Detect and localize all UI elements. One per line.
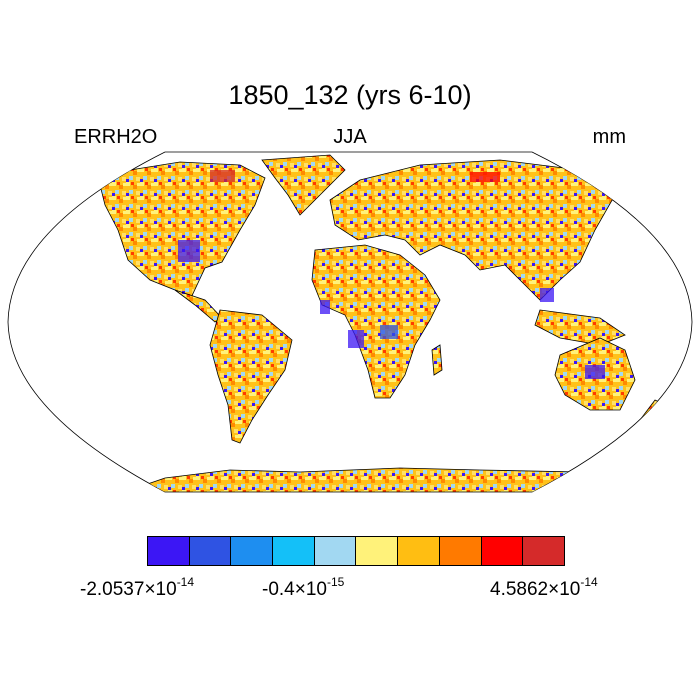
colorbar-label-mid: -0.4×10-15 <box>262 575 345 600</box>
colorbar-label-max: 4.5862×10-14 <box>490 575 598 600</box>
colorbar-label-min: -2.0537×10-14 <box>80 575 195 600</box>
colorbar-swatch-1 <box>188 536 232 566</box>
colorbar-swatch-7 <box>438 536 482 566</box>
colorbar-swatch-2 <box>230 536 274 566</box>
greenland <box>261 154 346 216</box>
antarctica <box>129 467 581 492</box>
colorbar-swatch-8 <box>480 536 524 566</box>
season-label: JJA <box>333 126 367 148</box>
colorbar-swatch-4 <box>313 536 357 566</box>
eurasia <box>329 159 616 301</box>
colorbar-swatch-0 <box>147 536 190 566</box>
south-america <box>209 309 293 444</box>
units-label: mm <box>592 126 626 148</box>
map-title: 1850_132 (yrs 6-10) <box>228 80 472 110</box>
colorbar-swatch-3 <box>272 536 315 566</box>
colorbar-swatch-9 <box>522 536 565 566</box>
madagascar <box>431 344 443 376</box>
colorbar-swatch-5 <box>355 536 399 566</box>
africa <box>311 244 441 399</box>
colorbar <box>147 536 565 566</box>
north-america <box>99 161 266 301</box>
colorbar-swatch-6 <box>397 536 440 566</box>
variable-label: ERRH2O <box>74 126 158 148</box>
